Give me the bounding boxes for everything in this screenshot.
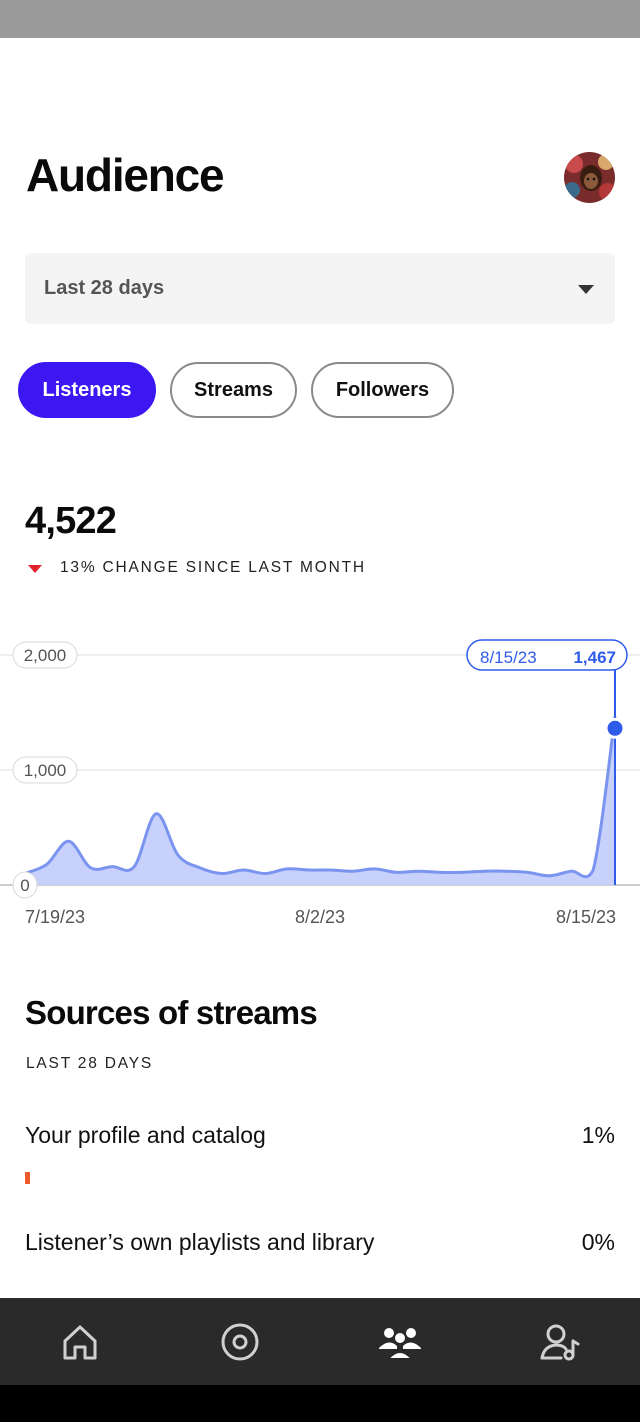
nav-home[interactable] bbox=[0, 1298, 160, 1385]
chart-tooltip-value: 1,467 bbox=[573, 648, 616, 667]
y-tick-label: 0 bbox=[20, 876, 29, 895]
tab-streams[interactable]: Streams bbox=[170, 362, 297, 418]
source-percent: 1% bbox=[581, 1122, 615, 1148]
avatar[interactable] bbox=[564, 152, 615, 203]
page-title: Audience bbox=[26, 149, 225, 201]
chart-area bbox=[25, 716, 615, 885]
audience-icon bbox=[379, 1327, 421, 1360]
tab-listeners[interactable]: Listeners bbox=[18, 362, 156, 418]
x-tick-label: 8/2/23 bbox=[295, 907, 345, 927]
y-tick-pill bbox=[12, 756, 78, 784]
bottom-nav bbox=[0, 1298, 640, 1385]
nav-profile[interactable] bbox=[480, 1298, 640, 1385]
chart-y-labels: 0 1,000 2,000 bbox=[12, 641, 78, 899]
metric-value: 4,522 bbox=[25, 500, 117, 542]
chart-series-line bbox=[24, 716, 617, 879]
source-share-bar bbox=[25, 1172, 30, 1184]
chart-grid bbox=[0, 654, 640, 886]
chart-point-selected[interactable] bbox=[604, 717, 626, 739]
metric-tabs: Listeners Streams Followers bbox=[18, 362, 454, 418]
avatar-photo bbox=[564, 152, 615, 203]
source-label: Your profile and catalog bbox=[25, 1122, 266, 1148]
x-tick-label: 7/19/23 bbox=[25, 907, 85, 927]
metric-change-text: 13% CHANGE SINCE LAST MONTH bbox=[60, 559, 366, 576]
status-bar bbox=[0, 0, 640, 38]
home-icon bbox=[63, 1325, 97, 1359]
chart-tooltip-date: 8/15/23 bbox=[480, 648, 537, 667]
sources-title: Sources of streams bbox=[25, 994, 318, 1031]
chart-x-labels: 7/19/23 8/2/23 8/15/23 bbox=[25, 907, 616, 927]
y-tick-label: 2,000 bbox=[24, 646, 67, 665]
down-arrow-icon bbox=[28, 565, 42, 573]
music-disc-icon bbox=[221, 1323, 259, 1360]
tab-followers[interactable]: Followers bbox=[311, 362, 454, 418]
nav-music[interactable] bbox=[160, 1298, 320, 1385]
x-tick-label: 8/15/23 bbox=[556, 907, 616, 927]
source-label: Listener’s own playlists and library bbox=[25, 1229, 375, 1255]
sources-subtitle: LAST 28 DAYS bbox=[26, 1055, 153, 1072]
listeners-chart[interactable]: 0 1,000 2,000 7/19/23 8/2/23 8/15/23 8/15/23… bbox=[0, 630, 640, 930]
date-range-select[interactable]: Last 28 days bbox=[25, 253, 615, 324]
system-nav-bar bbox=[0, 1385, 640, 1422]
chart-tooltip-box bbox=[466, 639, 628, 671]
chart-tooltip: 8/15/23 1,467 bbox=[466, 639, 628, 671]
source-row[interactable]: Listener’s own playlists and library 0% bbox=[25, 1229, 615, 1256]
caret-down-icon bbox=[578, 285, 594, 294]
nav-audience[interactable] bbox=[320, 1298, 480, 1385]
y-tick-pill bbox=[12, 641, 78, 669]
artist-profile-icon bbox=[540, 1324, 580, 1360]
date-range-value: Last 28 days bbox=[44, 277, 165, 299]
y-tick-pill bbox=[12, 871, 38, 899]
y-tick-label: 1,000 bbox=[24, 761, 67, 780]
metric-change: 13% CHANGE SINCE LAST MONTH bbox=[28, 559, 366, 577]
source-row[interactable]: Your profile and catalog 1% bbox=[25, 1122, 615, 1149]
source-percent: 0% bbox=[581, 1229, 615, 1255]
